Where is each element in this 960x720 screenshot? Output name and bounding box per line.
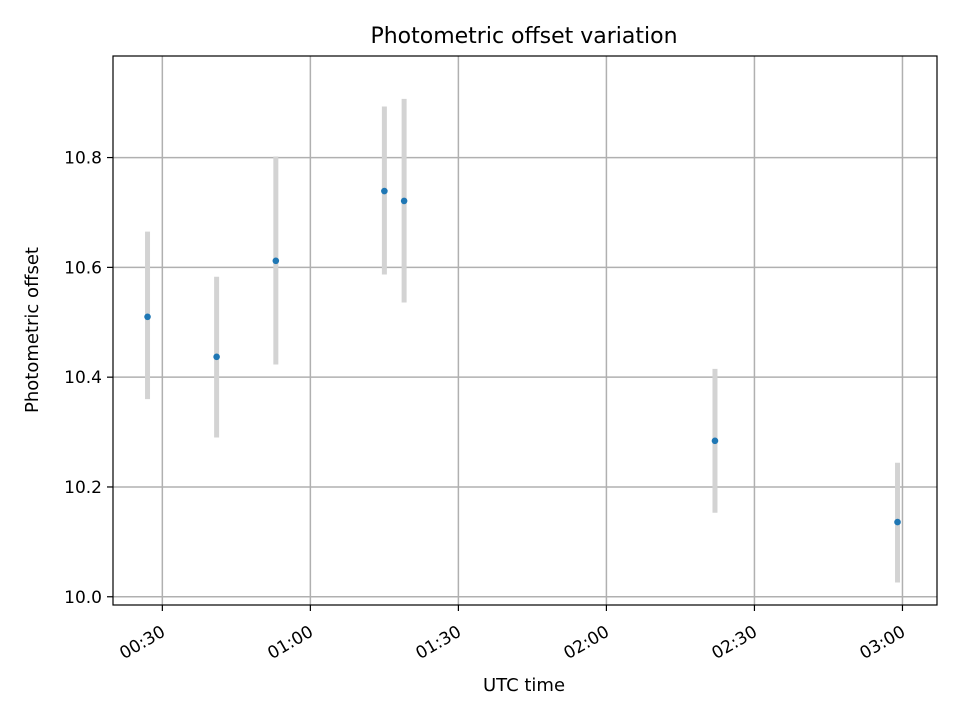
data-point — [711, 437, 719, 445]
y-tick-label: 10.4 — [64, 368, 102, 388]
chart-title: Photometric offset variation — [370, 24, 677, 49]
y-tick-label: 10.2 — [64, 478, 102, 498]
data-point — [400, 197, 408, 205]
plot-frame — [112, 55, 938, 606]
y-tick-label: 10.6 — [64, 258, 102, 278]
data-point — [381, 187, 388, 195]
y-tick-label: 10.0 — [64, 588, 102, 608]
data-point — [272, 257, 280, 265]
grid-lines — [113, 56, 937, 605]
y-axis-ticks: 10.0 10.2 10.4 10.6 10.8 — [64, 149, 113, 608]
y-axis-label: Photometric offset — [22, 247, 43, 413]
data-point — [213, 353, 220, 361]
data-points — [144, 187, 901, 526]
x-axis-label: UTC time — [483, 675, 565, 696]
data-point — [144, 313, 151, 321]
data-point — [894, 518, 901, 526]
y-tick-label: 10.8 — [64, 149, 102, 169]
